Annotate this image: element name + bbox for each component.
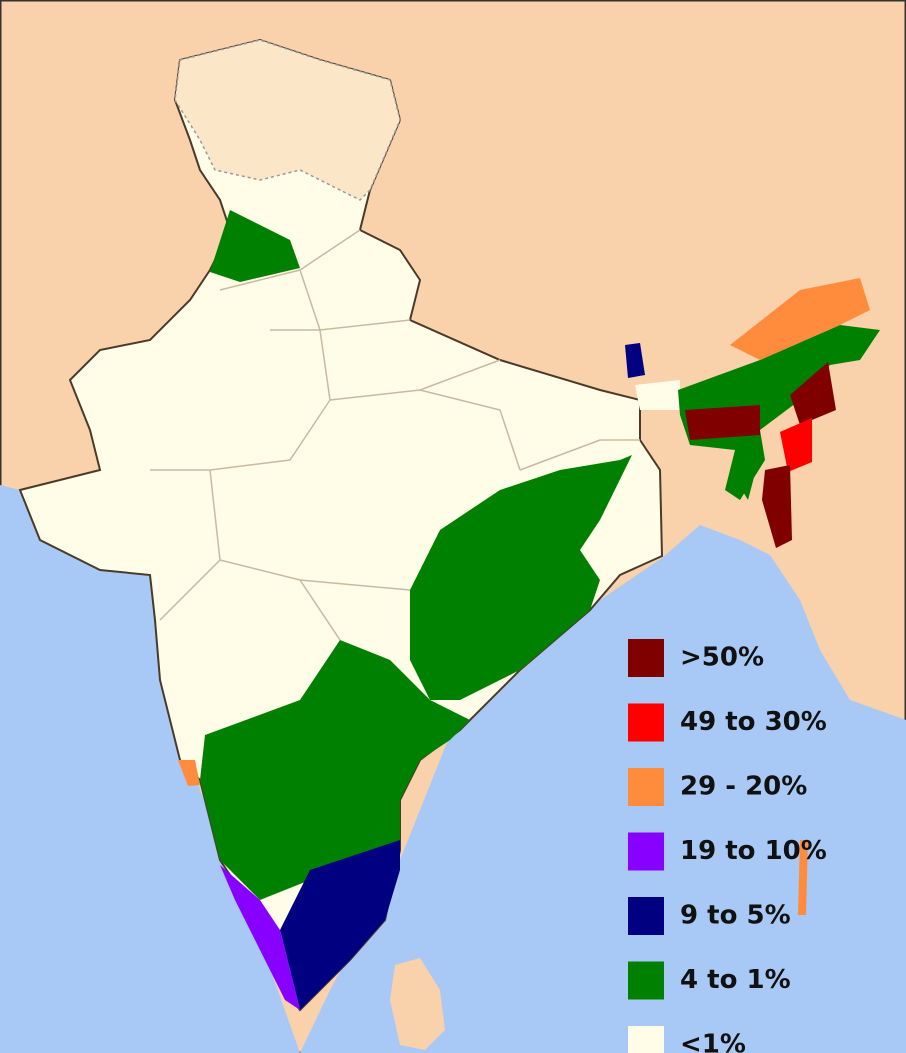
bay-of-bengal: [300, 525, 906, 1053]
legend: >50% 49 to 30% 29 - 20% 19 to 10% 9 to 5% 4 t…: [628, 639, 827, 1053]
legend-label: 4 to 1%: [680, 965, 791, 995]
east-states: [410, 455, 632, 700]
legend-label: 9 to 5%: [680, 901, 791, 931]
legend-label: >50%: [680, 643, 764, 673]
jammu-kashmir: [174, 39, 401, 201]
legend-label: <1%: [680, 1030, 746, 1053]
nagaland: [790, 362, 836, 425]
tripura: [730, 462, 758, 500]
legend-swatch: [628, 768, 664, 806]
legend-swatch: [628, 703, 664, 742]
kerala: [220, 865, 300, 1010]
legend-swatch: [628, 1026, 664, 1053]
legend-swatch: [628, 832, 664, 871]
sri-lanka: [390, 958, 445, 1050]
arabian-sea: [0, 485, 300, 1053]
assam: [678, 325, 880, 500]
legend-swatch: [628, 897, 664, 935]
manipur: [780, 418, 812, 472]
goa: [178, 760, 200, 786]
arunachal: [730, 278, 870, 360]
north-bengal: [635, 380, 680, 410]
tamil-nadu: [280, 840, 400, 1010]
meghalaya: [685, 405, 760, 440]
legend-swatch: [628, 639, 664, 677]
legend-label: 19 to 10%: [680, 836, 827, 866]
islands: [798, 840, 808, 915]
punjab: [210, 210, 300, 282]
south-states: [200, 640, 470, 900]
legend-swatch: [628, 961, 664, 1000]
mizoram: [762, 465, 792, 548]
sikkim: [625, 343, 645, 378]
legend-label: 49 to 30%: [680, 707, 827, 737]
legend-label: 29 - 20%: [680, 772, 807, 802]
state-borders: [150, 229, 640, 641]
